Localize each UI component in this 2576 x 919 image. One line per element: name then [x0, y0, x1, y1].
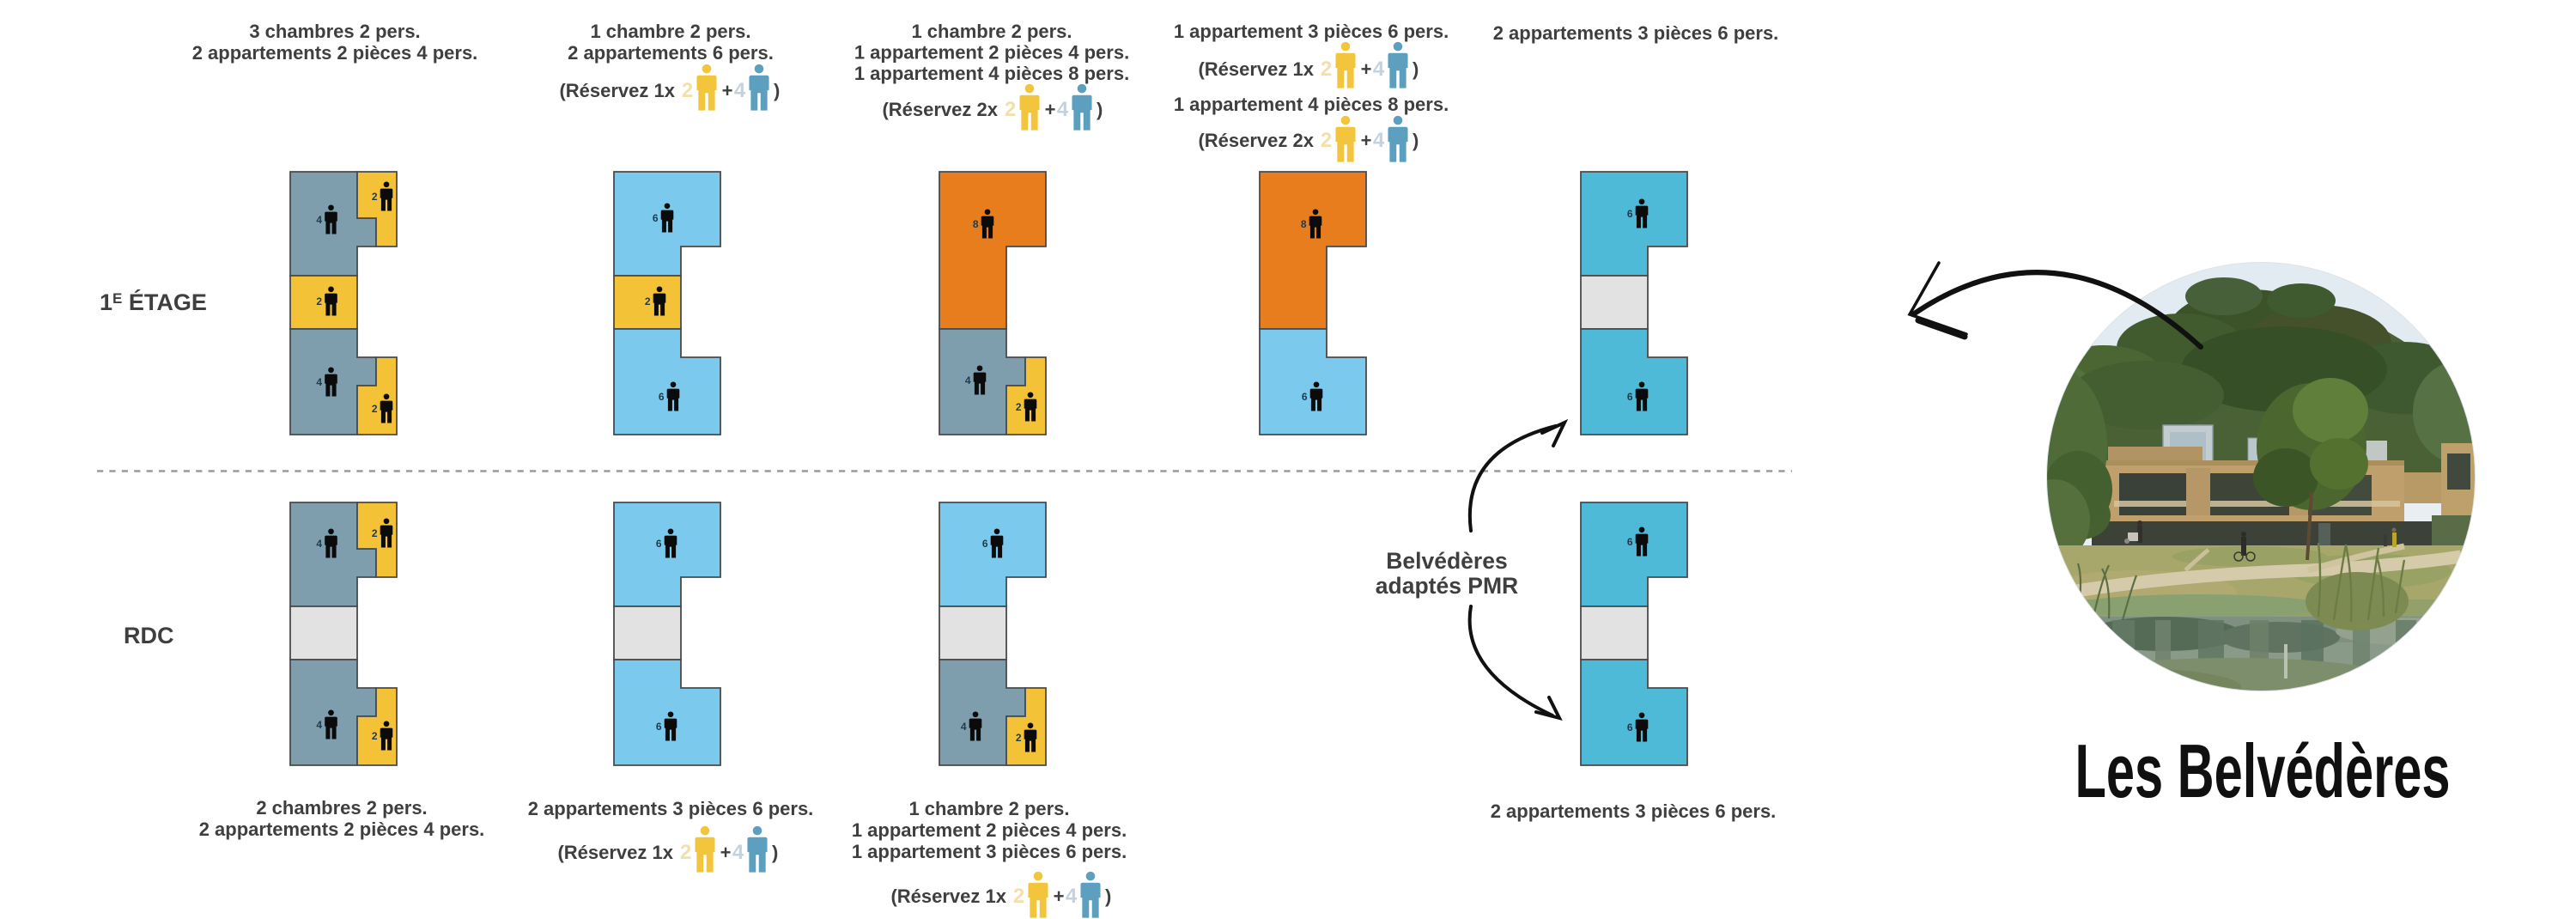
svg-text:2: 2 [372, 191, 378, 203]
svg-text:4: 4 [316, 538, 322, 550]
svg-text:): ) [1413, 58, 1419, 80]
svg-text:4: 4 [1066, 885, 1078, 908]
svg-text:2: 2 [372, 403, 378, 415]
svg-text:2: 2 [1013, 885, 1024, 908]
svg-text:6: 6 [982, 538, 988, 550]
svg-text:1 appartement 4 pièces 8 pers.: 1 appartement 4 pièces 8 pers. [1174, 94, 1449, 115]
svg-text:2: 2 [372, 527, 378, 539]
svg-text:2: 2 [1016, 401, 1022, 413]
svg-text:): ) [772, 842, 778, 863]
svg-text:6: 6 [1627, 391, 1633, 403]
svg-text:4: 4 [316, 376, 322, 388]
svg-text:8: 8 [973, 218, 979, 230]
svg-text:+: + [1054, 886, 1065, 907]
svg-text:1 appartement 3 pièces 6 pers.: 1 appartement 3 pièces 6 pers. [852, 841, 1127, 862]
svg-text:adaptés PMR: adaptés PMR [1376, 573, 1518, 599]
svg-text:2 appartements 3 pièces 6 pers: 2 appartements 3 pièces 6 pers. [1491, 800, 1777, 822]
svg-text:(Réservez 2x: (Réservez 2x [882, 99, 998, 120]
svg-text:2: 2 [682, 79, 693, 102]
svg-text:1 chambre 2 pers.: 1 chambre 2 pers. [911, 21, 1072, 42]
svg-text:+: + [1361, 58, 1372, 80]
svg-text:(Réservez 2x: (Réservez 2x [1198, 130, 1314, 151]
svg-text:4: 4 [1373, 58, 1385, 81]
svg-text:6: 6 [656, 538, 662, 550]
svg-text:6: 6 [653, 212, 659, 224]
svg-text:6: 6 [659, 391, 665, 403]
svg-text:1E ÉTAGE: 1E ÉTAGE [100, 289, 207, 315]
svg-text:2: 2 [645, 295, 651, 307]
svg-text:4: 4 [732, 841, 744, 864]
svg-text:(Réservez 1x: (Réservez 1x [1198, 58, 1314, 80]
svg-text:+: + [722, 80, 733, 101]
svg-text:2 appartements 3 pièces 6 pers: 2 appartements 3 pièces 6 pers. [528, 798, 814, 819]
svg-text:1 appartement 2 pièces 4 pers.: 1 appartement 2 pièces 4 pers. [852, 819, 1127, 841]
svg-text:): ) [1097, 99, 1103, 120]
svg-text:Les Belvédères: Les Belvédères [2075, 728, 2451, 813]
svg-text:2: 2 [1005, 98, 1016, 121]
svg-text:): ) [1105, 886, 1111, 907]
svg-text:4: 4 [1057, 98, 1069, 121]
svg-text:1 appartement 2 pièces 4 pers.: 1 appartement 2 pièces 4 pers. [854, 42, 1129, 64]
svg-text:1 appartement 4 pièces 8 pers.: 1 appartement 4 pièces 8 pers. [854, 63, 1129, 84]
svg-text:4: 4 [734, 79, 746, 102]
svg-text:6: 6 [1627, 721, 1633, 733]
svg-text:1 chambre 2 pers.: 1 chambre 2 pers. [590, 21, 750, 42]
svg-text:2: 2 [1321, 58, 1332, 81]
svg-text:4: 4 [316, 214, 322, 226]
svg-text:+: + [1361, 130, 1372, 151]
svg-text:2: 2 [1321, 129, 1332, 152]
svg-text:2: 2 [680, 841, 691, 864]
svg-text:+: + [720, 842, 732, 863]
svg-text:4: 4 [316, 719, 322, 731]
svg-text:): ) [774, 80, 780, 101]
svg-text:2 appartements 2 pièces 4 pers: 2 appartements 2 pièces 4 pers. [199, 819, 485, 840]
svg-text:6: 6 [1627, 536, 1633, 548]
svg-text:2: 2 [316, 295, 322, 307]
svg-text:1 chambre 2 pers.: 1 chambre 2 pers. [908, 798, 1069, 819]
svg-text:1 appartement 3 pièces 6 pers.: 1 appartement 3 pièces 6 pers. [1174, 21, 1449, 42]
svg-text:2: 2 [372, 730, 378, 742]
svg-text:RDC: RDC [124, 623, 174, 648]
svg-text:6: 6 [656, 721, 662, 733]
svg-text:6: 6 [1627, 208, 1633, 220]
svg-text:2 appartements 2 pièces 4 pers: 2 appartements 2 pièces 4 pers. [192, 42, 478, 64]
svg-text:8: 8 [1301, 218, 1307, 230]
svg-text:2 appartements 6 pers.: 2 appartements 6 pers. [568, 42, 774, 64]
svg-text:4: 4 [1373, 129, 1385, 152]
svg-text:2 appartements 3 pièces 6 pers: 2 appartements 3 pièces 6 pers. [1493, 22, 1779, 44]
svg-text:+: + [1045, 99, 1056, 120]
svg-text:3 chambres 2 pers.: 3 chambres 2 pers. [249, 21, 420, 42]
svg-text:Belvédères: Belvédères [1386, 548, 1507, 574]
svg-text:2 chambres 2 pers.: 2 chambres 2 pers. [256, 797, 427, 819]
svg-text:(Réservez 1x: (Réservez 1x [557, 842, 673, 863]
svg-text:): ) [1413, 130, 1419, 151]
svg-text:6: 6 [1302, 391, 1308, 403]
svg-text:4: 4 [961, 721, 967, 733]
svg-text:2: 2 [1016, 732, 1022, 744]
svg-text:(Réservez 1x: (Réservez 1x [559, 80, 675, 101]
svg-text:4: 4 [965, 374, 971, 386]
svg-text:(Réservez 1x: (Réservez 1x [890, 886, 1006, 907]
